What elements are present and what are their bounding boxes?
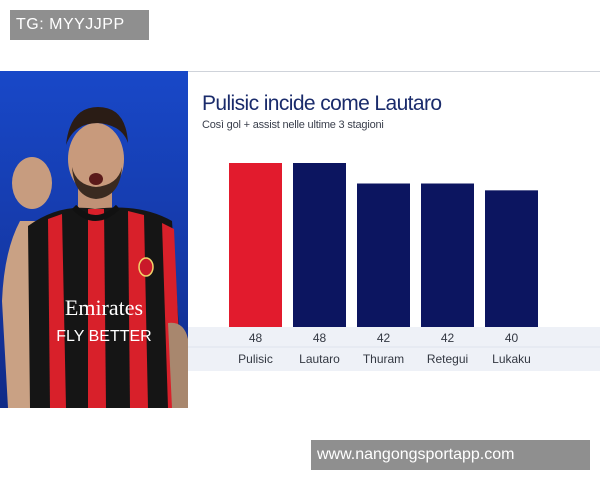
bar-lautaro — [293, 163, 346, 327]
bar-thuram — [357, 183, 410, 327]
jersey-collar — [71, 204, 121, 221]
category-label-retegui: Retegui — [427, 352, 468, 366]
category-label-pulisic: Pulisic — [238, 352, 273, 366]
sponsor-line-2: FLY BETTER — [56, 328, 151, 345]
value-label-lukaku: 40 — [505, 331, 519, 345]
player-mouth — [89, 173, 103, 185]
player-illustration: Emirates FLY BETTER — [2, 107, 188, 408]
chart-title: Pulisic incide come Lautaro — [202, 92, 442, 115]
value-label-lautaro: 48 — [313, 331, 327, 345]
player-beard — [72, 167, 122, 199]
player-head — [68, 123, 124, 195]
bar-lukaku — [485, 190, 538, 327]
bar-pulisic — [229, 163, 282, 327]
value-label-pulisic: 48 — [249, 331, 263, 345]
category-label-lautaro: Lautaro — [299, 352, 340, 366]
category-label-thuram: Thuram — [363, 352, 404, 366]
card-top-divider — [0, 71, 600, 72]
player-photo: Emirates FLY BETTER — [0, 71, 188, 408]
category-label-lukaku: Lukaku — [492, 352, 531, 366]
chart-subtitle: Così gol + assist nelle ultime 3 stagion… — [202, 119, 384, 131]
club-crest-icon — [138, 257, 154, 277]
tattooed-arm — [168, 322, 188, 408]
value-labels-layer: 48 48 42 42 40 — [249, 331, 519, 345]
player-hair — [66, 107, 128, 145]
bar-retegui — [421, 183, 474, 327]
watermark-bottom: www.nangongsportapp.com — [311, 440, 590, 470]
raised-fist — [12, 157, 52, 209]
watermark-top: TG: MYYJJPP — [10, 10, 149, 40]
sponsor-line-1: Emirates — [65, 295, 143, 320]
category-labels-layer: Pulisic Lautaro Thuram Retegui Lukaku — [238, 352, 531, 366]
label-band — [188, 327, 600, 371]
bars-layer — [229, 163, 538, 327]
bar-chart: 48 48 42 42 40 Pulisic Lautaro Thuram Retegui Lu… — [188, 163, 600, 371]
value-label-retegui: 42 — [441, 331, 455, 345]
value-label-thuram: 42 — [377, 331, 391, 345]
